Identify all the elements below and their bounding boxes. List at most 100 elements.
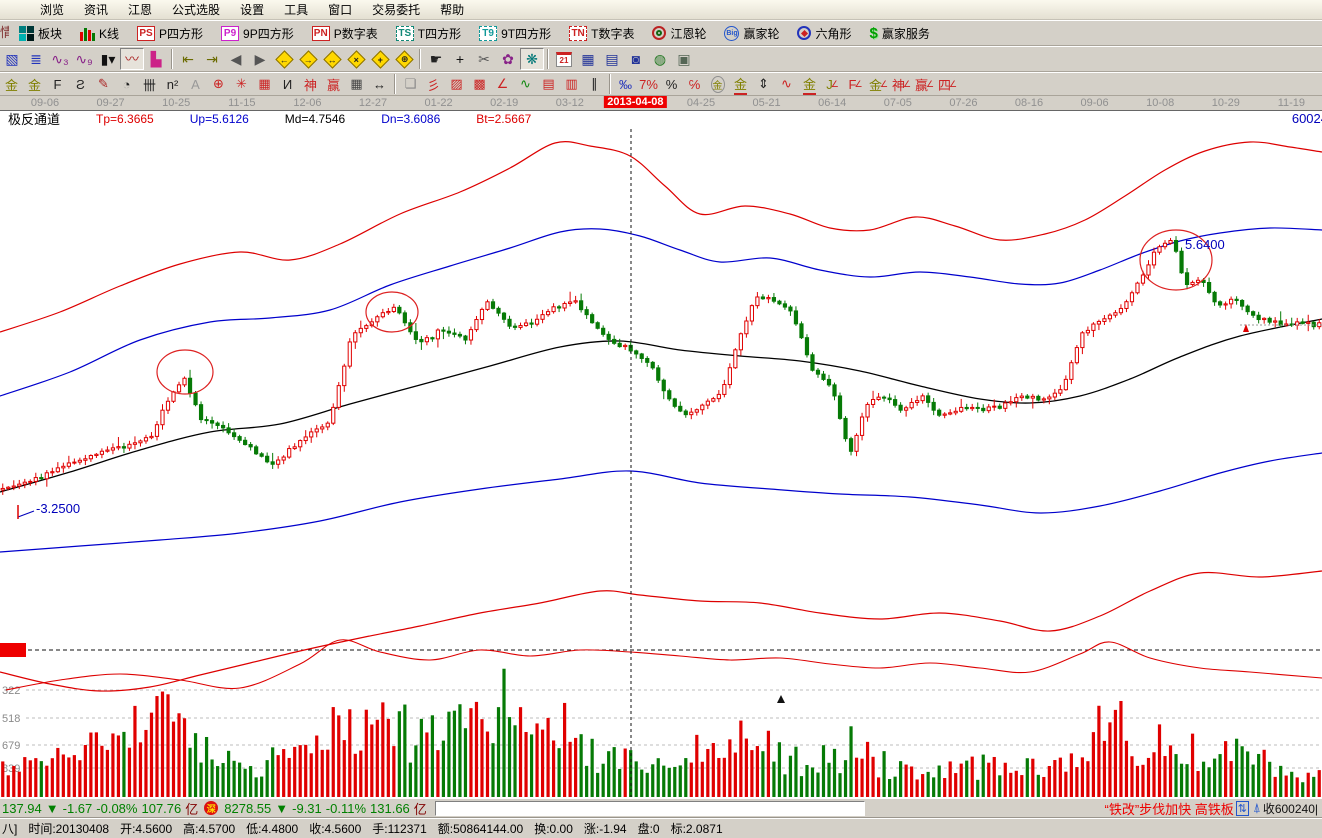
gold-red-line-icon[interactable]: 金: [798, 74, 821, 95]
gann-right-icon[interactable]: →: [296, 48, 320, 70]
gold-angle-icon[interactable]: 金 ∠: [867, 74, 890, 94]
shen-grid-icon[interactable]: 神: [299, 74, 322, 94]
candlestick-chart[interactable]: 322 518 679 839 5.6400 -3.2500: [0, 111, 1322, 798]
plugin-t-square[interactable]: TS T四方形: [388, 22, 469, 45]
sz-index-pct: -0.11%: [325, 800, 367, 816]
sort-toggle-icon[interactable]: ⇅: [1235, 800, 1250, 816]
detail-field-开: 开:4.5600: [120, 821, 173, 836]
gold-gann-grid-icon[interactable]: 金: [0, 74, 23, 94]
parallel-icon[interactable]: ∥: [583, 74, 606, 94]
f-angle-icon[interactable]: F ∠: [848, 76, 863, 92]
net-send-icon[interactable]: ◍: [648, 48, 672, 70]
save-icon[interactable]: ◙: [624, 48, 648, 70]
menu-item-5[interactable]: 工具: [284, 3, 309, 17]
calculator-icon[interactable]: ▦: [576, 48, 600, 70]
gann-all-icon[interactable]: ⊕: [392, 48, 416, 70]
info-list-icon[interactable]: ≣: [24, 48, 48, 70]
circle-target-icon[interactable]: ⊕: [207, 74, 230, 94]
win-angle-icon[interactable]: 赢 ∠: [913, 74, 936, 94]
chart-area[interactable]: 322 518 679 839 5.6400 -3.2500 极反通道 Tp=6.3665…: [0, 111, 1322, 798]
gann-center-icon[interactable]: +: [368, 48, 392, 70]
plugin-p-square[interactable]: PS P四方形: [129, 22, 211, 45]
percent-line-icon[interactable]: ℅: [683, 74, 706, 94]
menu-item-1[interactable]: 资讯: [84, 3, 109, 17]
zigzag-icon[interactable]: ∿: [514, 74, 537, 94]
plugin-gann-wheel[interactable]: 江恩轮: [644, 22, 714, 45]
spiral-icon[interactable]: Ƨ: [69, 74, 92, 94]
four-angle-icon[interactable]: 四 ∠: [936, 74, 959, 94]
time-gauge-icon[interactable]: ◔: [115, 74, 138, 94]
quick-quote-input[interactable]: [434, 800, 865, 816]
step9-chart-icon[interactable]: ∿₉: [72, 48, 96, 70]
plugin-t-table[interactable]: TN T数字表: [561, 22, 642, 45]
menu-item-8[interactable]: 帮助: [440, 3, 465, 17]
gann-compress-icon[interactable]: ×: [344, 48, 368, 70]
plugin-p-table[interactable]: PN P数字表: [304, 22, 386, 45]
grid-red-icon[interactable]: ▤: [537, 74, 560, 94]
wave-mark-icon[interactable]: И: [276, 74, 299, 94]
number-grid-icon[interactable]: ▦: [345, 74, 368, 94]
menu-item-3[interactable]: 公式选股: [172, 3, 221, 17]
calendar-icon[interactable]: 21: [552, 48, 576, 70]
gold-circle-icon[interactable]: 金: [706, 74, 729, 94]
last-bar-icon[interactable]: ⇥: [200, 48, 224, 70]
grid-red2-icon[interactable]: ▥: [560, 74, 583, 94]
ai-brain-icon[interactable]: ❋: [520, 48, 544, 70]
star-grid-icon[interactable]: ✳: [230, 74, 253, 94]
percent-icon[interactable]: %: [660, 74, 683, 94]
bar-count-icon[interactable]: 卌: [138, 74, 161, 94]
fan-box-icon[interactable]: ▨: [445, 74, 468, 94]
shen-angle-icon[interactable]: 神 ∠: [890, 74, 913, 94]
plugin-winner-wheel[interactable]: Big 赢家轮: [716, 22, 787, 45]
win-grid-icon[interactable]: 赢: [322, 74, 345, 94]
histogram-icon[interactable]: ▙: [144, 48, 168, 70]
square-count-icon[interactable]: n²: [161, 74, 184, 94]
news-ticker[interactable]: “铁改”步伐加快 高铁板: [1104, 801, 1234, 817]
retrace7-icon[interactable]: 7%: [637, 74, 660, 94]
menu-item-0[interactable]: 浏览: [40, 3, 65, 17]
memo-icon[interactable]: ▤: [600, 48, 624, 70]
plugin-t-square-icon: TS: [395, 25, 414, 41]
crosshair-tool-icon[interactable]: +: [448, 48, 472, 70]
plugin-boards[interactable]: 板块: [11, 22, 70, 45]
fibo-grid-icon[interactable]: F: [46, 74, 69, 94]
angle-measure-icon[interactable]: ✂: [472, 48, 496, 70]
first-bar-icon[interactable]: ⇤: [176, 48, 200, 70]
hand-tool-icon[interactable]: ☛: [424, 48, 448, 70]
trend-wave-icon[interactable]: 〰: [120, 48, 144, 70]
gold-line-icon[interactable]: 金: [729, 74, 752, 95]
mirror-icon[interactable]: A: [184, 74, 207, 94]
plugin-kline[interactable]: K线: [72, 22, 127, 45]
step3-chart-icon[interactable]: ∿₃: [48, 48, 72, 70]
angle-line-icon[interactable]: ∠: [491, 74, 514, 94]
menu-item-7[interactable]: 交易委托: [372, 3, 421, 17]
pen-tool-icon[interactable]: ✎: [92, 74, 115, 94]
plugin-hexagon[interactable]: 六角形: [789, 22, 859, 45]
menu-item-4[interactable]: 设置: [240, 3, 265, 17]
plugin-winner-service[interactable]: $ 赢家服务: [862, 22, 938, 45]
next-bar-icon[interactable]: ▶: [248, 48, 272, 70]
scale-bars-icon[interactable]: ‰: [614, 74, 637, 94]
plugin-9t-square[interactable]: T9 9T四方形: [471, 22, 559, 45]
rect-select-icon[interactable]: ❏: [399, 74, 422, 94]
j-angle-icon[interactable]: J ∠: [826, 76, 839, 92]
menu-item-2[interactable]: 江恩: [128, 3, 153, 17]
shape-tool-icon[interactable]: ✿: [496, 48, 520, 70]
gold-gann-grid2-icon[interactable]: 金: [23, 74, 46, 94]
gann-expand-icon[interactable]: ↔: [320, 48, 344, 70]
clipped-toolbar-button[interactable]: 情: [0, 22, 9, 44]
gann-left-icon[interactable]: ←: [272, 48, 296, 70]
wave-red-icon[interactable]: ∿: [775, 74, 798, 94]
menu-item-6[interactable]: 窗口: [328, 3, 353, 17]
fan-box2-icon[interactable]: ▩: [468, 74, 491, 94]
scale-bars-icon-glyph: ‰: [619, 76, 632, 92]
width-measure-icon[interactable]: ↔: [368, 74, 391, 94]
fan-lines-icon[interactable]: 彡: [422, 74, 445, 94]
box-grid-icon[interactable]: ▦: [253, 74, 276, 94]
candle-style-icon[interactable]: ▮▾: [96, 48, 120, 70]
pen-flag-icon[interactable]: ⇕: [752, 74, 775, 94]
prev-bar-icon[interactable]: ◀: [224, 48, 248, 70]
board-page-icon[interactable]: ▧: [0, 48, 24, 70]
print-icon[interactable]: ▣: [672, 48, 696, 70]
plugin-9p-square[interactable]: P9 9P四方形: [213, 22, 302, 45]
